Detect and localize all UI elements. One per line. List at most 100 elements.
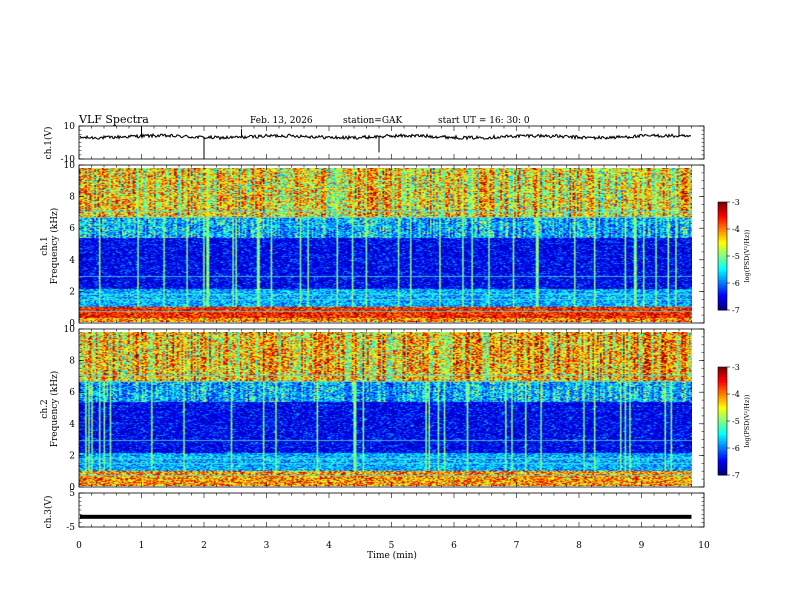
colorbar-tick-label: -3 (732, 363, 740, 372)
y-tick-label: 5 (69, 489, 75, 499)
colorbar-segment (718, 369, 727, 372)
colorbar-segment (718, 280, 727, 283)
colorbar-segment (718, 401, 727, 404)
colorbar-segment (718, 216, 727, 219)
colorbar-segment (718, 272, 727, 275)
colorbar-segment (718, 461, 727, 464)
y-tick-label: 10 (64, 161, 76, 171)
colorbar-segment (718, 220, 727, 223)
y-tick-label: 4 (69, 256, 75, 266)
colorbar-segment (718, 228, 727, 231)
colorbar-segment (718, 449, 727, 452)
y-tick-label: 0 (69, 483, 75, 493)
colorbar-segment (718, 411, 727, 414)
x-tick-label: 7 (514, 541, 520, 551)
colorbar-segment (718, 308, 727, 311)
colorbar-label: log(PSD(V²/Hz)) (743, 394, 751, 447)
colorbar-segment (718, 371, 727, 374)
colorbar-segment (718, 419, 727, 422)
start-ut-label: start UT = 16: 30: 0 (438, 116, 530, 126)
colorbar-segment (718, 242, 727, 245)
y-tick-label: 6 (69, 388, 75, 398)
colorbar-segment (718, 435, 727, 438)
x-tick-label: 4 (326, 541, 332, 551)
colorbar-segment (718, 208, 727, 211)
colorbar-segment (718, 292, 727, 295)
colorbar-segment (718, 445, 727, 448)
x-tick-label: 3 (264, 541, 270, 551)
colorbar-tick-label: -5 (732, 417, 740, 426)
colorbar-segment (718, 230, 727, 233)
colorbar-segment (718, 270, 727, 273)
colorbar-segment (718, 367, 727, 370)
y-tick-label: 10 (64, 122, 76, 132)
colorbar-segment (718, 437, 727, 440)
ch1-spec-ylabel-line1: ch.1 (40, 236, 50, 255)
colorbar-segment (718, 393, 727, 396)
ch2-spectrogram-image (79, 332, 692, 486)
colorbar-segment (718, 463, 727, 466)
colorbar-segment (718, 473, 727, 476)
colorbar-segment (718, 459, 727, 462)
ch1-waveform-line (79, 133, 692, 141)
colorbar-segment (718, 214, 727, 217)
date-label: Feb. 13, 2026 (250, 116, 313, 126)
colorbar-segment (718, 210, 727, 213)
colorbar-segment (718, 397, 727, 400)
colorbar-segment (718, 383, 727, 386)
colorbar-segment (718, 238, 727, 241)
ch3-waveform-band (80, 514, 692, 519)
figure-title: VLF Spectra (78, 113, 149, 126)
ch1-spectrogram-panel: 0 2 4 6 8 10 (64, 161, 705, 329)
colorbar-segment (718, 224, 727, 227)
colorbar-segment (718, 447, 727, 450)
colorbar-segment (718, 389, 727, 392)
ch1-colorbar: -3 -4 -5 -6 -7 log(PSD(V²/Hz)) (717, 198, 751, 315)
colorbar-segment (718, 423, 727, 426)
x-tick-label: 0 (76, 541, 82, 551)
y-tick-label: 0 (69, 319, 75, 329)
colorbar-segment (718, 266, 727, 269)
x-tick-label: 9 (639, 541, 645, 551)
colorbar-segment (718, 381, 727, 384)
colorbar-segment (718, 298, 727, 301)
x-tick-label: 5 (389, 541, 395, 551)
colorbar-segment (718, 260, 727, 263)
x-tick-label: 6 (451, 541, 457, 551)
colorbar-segment (718, 284, 727, 287)
colorbar-segment (718, 290, 727, 293)
colorbar-segment (718, 226, 727, 229)
colorbar-segment (718, 465, 727, 468)
ch2-spec-ylabel-line1: ch.2 (40, 399, 50, 418)
y-tick-label: 6 (69, 224, 75, 234)
colorbar-segment (718, 425, 727, 428)
y-tick-label: 2 (69, 451, 75, 461)
colorbar-tick-label: -3 (732, 198, 740, 207)
colorbar-segment (718, 250, 727, 253)
colorbar-tick-label: -6 (732, 444, 740, 453)
colorbar-segment (718, 471, 727, 474)
colorbar-segment (718, 256, 727, 259)
colorbar-segment (718, 385, 727, 388)
colorbar-segment (718, 405, 727, 408)
colorbar-segment (718, 212, 727, 215)
colorbar-segment (718, 443, 727, 446)
ch2-colorbar: -3 -4 -5 -6 -7 log(PSD(V²/Hz)) (717, 363, 751, 480)
colorbar-segment (718, 304, 727, 307)
colorbar-segment (718, 373, 727, 376)
colorbar-tick-label: -4 (732, 225, 740, 234)
colorbar-segment (718, 222, 727, 225)
x-tick-label: 1 (139, 541, 145, 551)
colorbar-segment (718, 294, 727, 297)
colorbar-segment (718, 421, 727, 424)
station-label: station=GAK (343, 116, 403, 126)
colorbar-segment (718, 206, 727, 209)
x-tick-label: 8 (576, 541, 582, 551)
colorbar-segment (718, 246, 727, 249)
colorbar-segment (718, 417, 727, 420)
colorbar-segment (718, 296, 727, 299)
colorbar-segment (718, 258, 727, 261)
y-tick-label: -5 (66, 523, 75, 533)
colorbar-segment (718, 262, 727, 265)
colorbar-tick-label: -7 (732, 306, 740, 315)
